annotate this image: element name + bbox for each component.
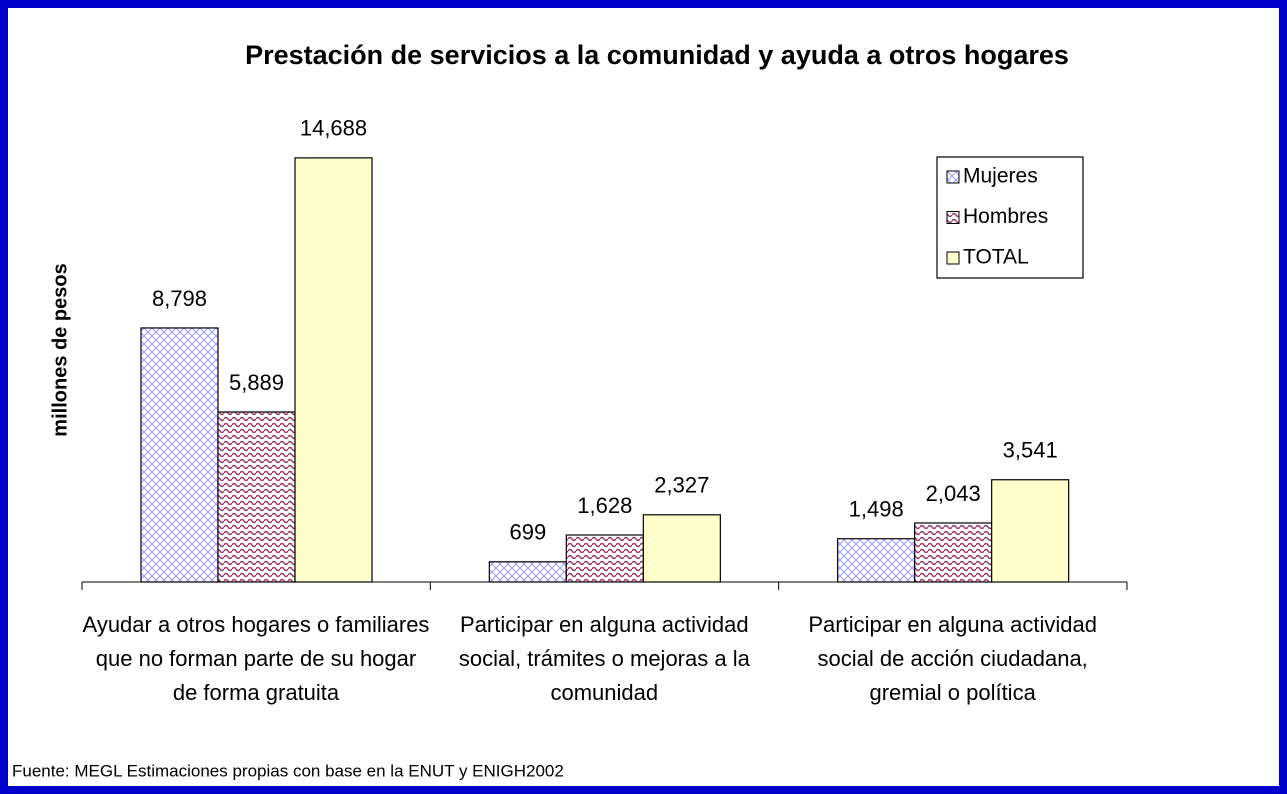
value-label: 699 xyxy=(509,520,546,545)
bar xyxy=(991,479,1070,583)
legend-box xyxy=(936,156,1084,279)
bar xyxy=(642,514,721,583)
value-label: 8,798 xyxy=(152,286,207,311)
value-label: 3,541 xyxy=(1003,438,1058,463)
legend-label: TOTAL xyxy=(963,246,1029,269)
chart: Prestación de servicios a la comunidad y… xyxy=(12,40,1128,780)
legend-swatch xyxy=(946,251,960,265)
legend-swatch xyxy=(946,211,960,224)
value-label: 14,688 xyxy=(300,116,367,141)
source-note: Fuente: MEGL Estimaciones propias con ba… xyxy=(12,761,564,780)
value-label: 1,498 xyxy=(849,497,904,522)
value-label: 1,628 xyxy=(577,493,632,518)
legend-label: Mujeres xyxy=(963,165,1038,188)
bar xyxy=(565,534,644,583)
y-axis-label: millones de pesos xyxy=(49,263,71,436)
bar xyxy=(914,522,993,583)
value-label: 2,043 xyxy=(926,481,981,506)
x-tick-label: Participar en alguna actividad social, t… xyxy=(458,612,750,705)
x-tick-label: Participar en alguna actividad social de… xyxy=(808,612,1097,705)
bar xyxy=(140,327,219,583)
legend-swatch xyxy=(946,170,960,184)
x-tick-label: Ayudar a otros hogares o familiares que … xyxy=(82,612,430,705)
bar xyxy=(217,411,296,583)
value-label: 2,327 xyxy=(654,473,709,498)
value-label: 5,889 xyxy=(229,370,284,395)
chart-title: Prestación de servicios a la comunidad y… xyxy=(245,40,1069,70)
bar xyxy=(488,561,567,583)
bar xyxy=(837,538,916,583)
bar xyxy=(294,157,373,583)
legend-label: Hombres xyxy=(963,205,1048,228)
